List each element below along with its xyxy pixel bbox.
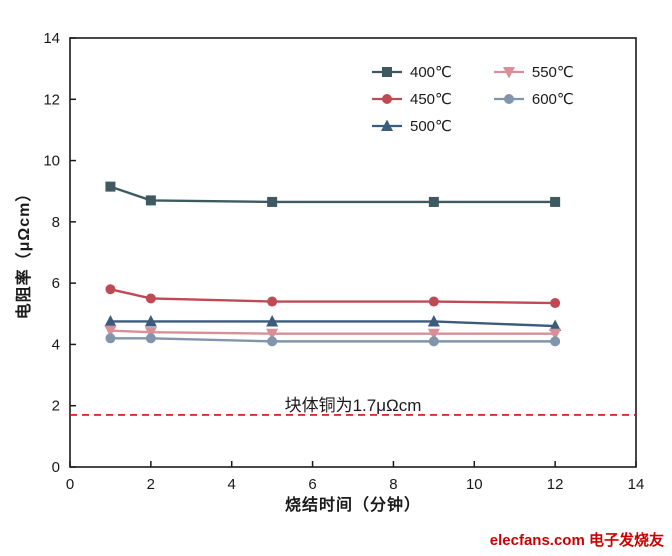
data-point-marker — [427, 314, 440, 327]
data-point-marker — [144, 327, 157, 339]
series-line — [110, 185, 556, 204]
legend: 400℃ 450℃ 500℃ 550℃ 600℃ — [372, 58, 574, 139]
legend-marker — [372, 93, 402, 104]
data-point-marker — [144, 314, 157, 327]
watermark: elecfans.com 电子发烧友 — [490, 529, 664, 550]
legend-item: 550℃ — [493, 63, 574, 81]
data-point-marker — [267, 336, 278, 347]
legend-label: 400℃ — [410, 63, 452, 81]
y-axis-title: 电阻率（μΩcm） — [16, 184, 33, 320]
x-tick-label: 10 — [466, 476, 483, 493]
legend-marker — [372, 119, 402, 131]
watermark-site: elecfans.com — [489, 532, 585, 549]
legend-item: 450℃ — [372, 90, 452, 108]
data-point-marker — [427, 328, 440, 341]
y-tick-label: 2 — [52, 398, 60, 415]
data-point-marker — [382, 93, 392, 104]
x-tick-label: 12 — [547, 476, 564, 493]
y-tick-label: 14 — [43, 30, 60, 47]
watermark-name: 电子发烧友 — [588, 532, 664, 549]
data-point-marker — [145, 293, 156, 304]
x-tick-label: 8 — [389, 476, 397, 493]
legend-marker — [493, 66, 524, 78]
data-point-marker — [382, 66, 392, 77]
legend-label: 450℃ — [410, 90, 452, 108]
series-line — [110, 288, 556, 305]
data-point-marker — [549, 319, 562, 332]
data-point-marker — [145, 195, 156, 206]
data-point-marker — [549, 328, 562, 341]
legend-item: 600℃ — [493, 90, 574, 108]
data-point-marker — [428, 296, 439, 307]
data-point-marker — [550, 196, 561, 207]
x-tick-label: 4 — [228, 476, 236, 493]
legend-label: 550℃ — [531, 63, 574, 81]
legend-marker — [372, 66, 402, 77]
series-line — [110, 337, 556, 343]
data-point-marker — [428, 196, 439, 207]
legend-label: 500℃ — [410, 117, 452, 135]
legend-label: 600℃ — [531, 90, 574, 108]
data-point-marker — [428, 336, 439, 347]
y-tick-label: 8 — [52, 214, 60, 231]
legend-marker — [493, 93, 524, 104]
data-point-marker — [503, 93, 514, 104]
x-tick-label: 6 — [308, 476, 316, 493]
y-tick-label: 10 — [43, 153, 60, 170]
data-point-marker — [105, 284, 116, 295]
x-tick-label: 0 — [66, 476, 74, 493]
x-tick-label: 2 — [147, 476, 155, 493]
data-point-marker — [266, 328, 279, 341]
data-point-marker — [502, 66, 515, 78]
data-point-marker — [104, 325, 117, 338]
legend-item: 400℃ — [372, 63, 452, 81]
data-point-marker — [266, 314, 279, 327]
y-tick-label: 6 — [52, 275, 60, 292]
data-point-marker — [267, 196, 278, 207]
y-tick-label: 12 — [43, 91, 60, 108]
data-point-marker — [550, 298, 561, 309]
reference-line-label: 块体铜为1.7μΩcm — [284, 396, 422, 415]
data-point-marker — [105, 333, 116, 344]
plot-frame — [69, 37, 637, 468]
data-point-marker — [105, 181, 116, 192]
data-point-marker — [267, 296, 278, 307]
x-tick-label: 14 — [628, 476, 645, 493]
legend-item: 500℃ — [372, 117, 452, 135]
data-point-marker — [104, 314, 117, 327]
series-line — [110, 320, 556, 328]
series-line — [110, 329, 556, 335]
y-tick-label: 0 — [52, 459, 60, 476]
x-axis-title: 烧结时间（分钟） — [284, 497, 422, 514]
data-point-marker — [145, 333, 156, 344]
data-point-marker — [381, 119, 393, 131]
y-tick-label: 4 — [52, 336, 60, 353]
data-point-marker — [550, 336, 561, 347]
